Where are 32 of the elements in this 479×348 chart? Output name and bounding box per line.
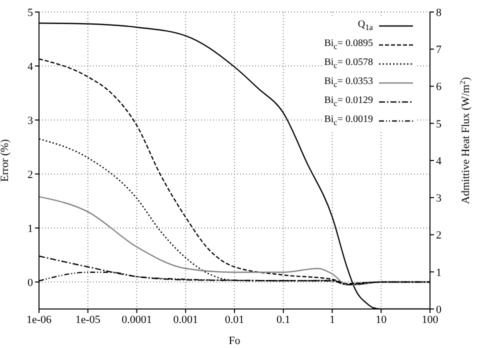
x-tick-label: 1e-06 — [26, 314, 52, 326]
y2-tick-label: 8 — [436, 6, 442, 19]
x-tick-label: 0.1 — [276, 314, 290, 326]
x-tick-label: 1e-05 — [75, 314, 101, 326]
x-tick-label: 100 — [422, 314, 439, 326]
legend-label: Bi$_{c}$= 0.0019 — [324, 114, 373, 127]
y-tick-label: 1 — [28, 222, 33, 235]
y-tick-label: 5 — [28, 6, 34, 19]
x-tick-label: 0.01 — [224, 314, 244, 326]
x-tick-label: 1 — [330, 314, 335, 326]
y2-tick-label: 4 — [436, 155, 442, 168]
legend-label: Bi$_{c}$= 0.0578 — [324, 57, 373, 70]
x-axis-title: Fo — [228, 335, 241, 347]
y2-tick-label: 2 — [436, 230, 442, 242]
legend-label: Bi$_{c}$= 0.0895 — [324, 38, 373, 51]
y2-tick-label: 5 — [436, 118, 442, 130]
y2-tick-label: 1 — [436, 266, 442, 279]
legend-label: Q$_{1a}$ — [358, 19, 373, 32]
y2-tick-label: 6 — [436, 81, 442, 94]
x-tick-label: 0.0001 — [122, 314, 152, 326]
y-tick-label: 4 — [28, 60, 34, 73]
y-tick-label: 2 — [28, 168, 33, 181]
x-tick-label: 10 — [376, 314, 388, 326]
y-tick-label: 0 — [28, 276, 34, 289]
legend-label: Bi$_{c}$= 0.0129 — [324, 95, 373, 108]
y-axis-title: Error (%) — [0, 138, 11, 182]
y2-tick-label: 0 — [436, 304, 442, 316]
x-tick-label: 0.001 — [173, 314, 198, 326]
y2-tick-label: 7 — [436, 44, 442, 56]
y-tick-label: 3 — [28, 114, 34, 127]
y2-tick-label: 3 — [436, 192, 442, 205]
legend-label: Bi$_{c}$= 0.0353 — [324, 76, 373, 89]
